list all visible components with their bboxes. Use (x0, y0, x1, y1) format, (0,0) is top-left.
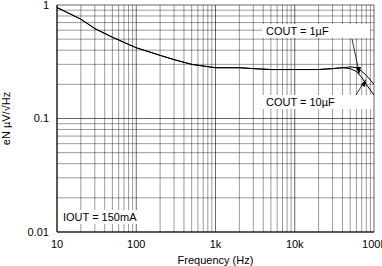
svg-text:IOUT = 150mA: IOUT = 150mA (63, 211, 137, 223)
svg-text:0.01: 0.01 (28, 226, 49, 238)
svg-text:1k: 1k (210, 238, 222, 250)
svg-text:1: 1 (43, 0, 49, 11)
svg-text:100: 100 (127, 238, 145, 250)
svg-text:10k: 10k (286, 238, 304, 250)
svg-text:COUT = 10µF: COUT = 10µF (266, 96, 335, 108)
svg-text:100k: 100k (362, 238, 374, 250)
svg-text:10: 10 (51, 238, 63, 250)
svg-text:0.1: 0.1 (34, 112, 49, 124)
svg-text:Frequency (Hz): Frequency (Hz) (178, 254, 254, 266)
svg-text:COUT = 1µF: COUT = 1µF (266, 25, 329, 37)
svg-text:eN µV/√Hz: eN µV/√Hz (8, 92, 12, 145)
